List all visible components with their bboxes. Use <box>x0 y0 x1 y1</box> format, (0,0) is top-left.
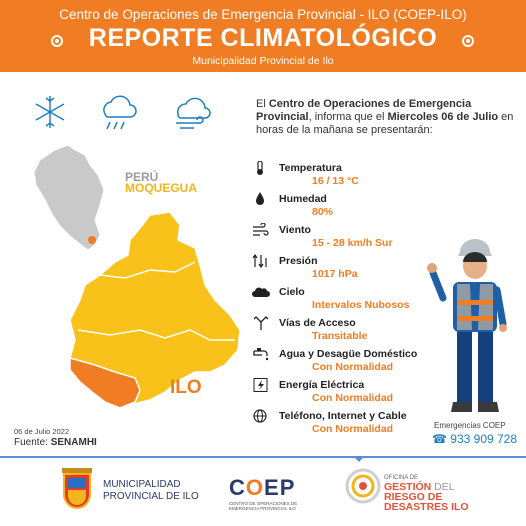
target-dot-icon <box>462 35 474 47</box>
rain-cloud-icon <box>103 95 137 130</box>
municipality-name: MUNICIPALIDAD PROVINCIAL DE ILO <box>103 479 199 503</box>
peru-map-shape <box>33 144 105 251</box>
emergency-phone[interactable]: ☎ 933 909 728 <box>432 432 517 446</box>
list-item: Temperatura 16 / 13 °C <box>252 160 452 190</box>
divider-pointer <box>353 456 365 462</box>
item-value: Con Normalidad <box>312 423 394 435</box>
intro-text-part: El <box>256 98 269 110</box>
source-label: Fuente: <box>14 437 51 448</box>
item-value: Con Normalidad <box>312 392 394 404</box>
office-word: DESASTRES ILO <box>384 501 469 513</box>
risk-management-logo-icon <box>345 468 381 504</box>
city-label: ILO <box>170 377 202 398</box>
list-item: Vías de Acceso Transitable <box>252 315 452 345</box>
intro-text: El Centro de Operaciones de Emergencia P… <box>256 98 516 137</box>
item-label: Humedad <box>279 193 327 205</box>
lightning-icon <box>253 378 268 392</box>
office-name: GESTIÓN DEL RIESGO DE DESASTRES ILO <box>384 481 469 513</box>
list-item: Humedad 80% <box>252 191 452 221</box>
region-label: MOQUEGUA <box>125 181 197 195</box>
item-label: Teléfono, Internet y Cable <box>279 410 407 422</box>
moquegua-region-shape <box>69 211 241 406</box>
phone-number: 933 909 728 <box>450 432 518 446</box>
faucet-icon <box>253 348 269 361</box>
municipality-line: MUNICIPALIDAD <box>103 479 181 490</box>
item-label: Viento <box>279 224 311 236</box>
intro-text-part: en horas de la mañana se presentarán: <box>256 111 514 136</box>
intro-date-bold: Miercoles 06 de Julio <box>387 111 499 123</box>
item-label: Temperatura <box>279 162 342 174</box>
item-value: 1017 hPa <box>312 268 358 280</box>
item-value: 15 - 28 km/h Sur <box>312 237 393 249</box>
list-item: Teléfono, Internet y Cable Con Normalida… <box>252 408 452 438</box>
thermometer-icon <box>257 161 263 175</box>
item-value: Intervalos Nubosos <box>312 299 410 311</box>
item-label: Vías de Acceso <box>279 317 356 329</box>
list-item: Viento 15 - 28 km/h Sur <box>252 222 452 252</box>
office-word: DEL <box>431 481 455 493</box>
office-label: OFICINA DE <box>384 475 419 481</box>
cloud-wind-icon <box>176 97 211 129</box>
phone-icon: ☎ <box>432 432 447 446</box>
coep-letter-o: O <box>245 475 265 500</box>
item-value: Transitable <box>312 330 368 342</box>
wind-icon <box>253 223 269 236</box>
cloud-icon <box>252 287 270 297</box>
footer-divider <box>0 456 526 462</box>
report-date: 06 de Julio 2022 <box>14 427 70 436</box>
intro-text-part: , informa que el <box>308 111 388 123</box>
municipality-line: PROVINCIAL DE ILO <box>103 491 199 502</box>
weather-icons-row <box>30 92 211 136</box>
office-word: RIESGO DE <box>384 491 443 503</box>
map-illustration <box>33 144 241 409</box>
coep-logo: COEP <box>229 475 295 501</box>
item-value: Con Normalidad <box>312 361 394 373</box>
report-source: Fuente: SENAMHI <box>14 437 97 448</box>
list-item: Agua y Desagüe Doméstico Con Normalidad <box>252 346 452 376</box>
item-value: 80% <box>312 206 334 218</box>
municipality-crest-icon <box>62 468 92 509</box>
emergency-label: Emergencias COEP <box>434 421 506 430</box>
header-org: Municipalidad Provincial de Ilo <box>192 55 334 67</box>
coep-letter: C <box>229 475 246 500</box>
globe-icon <box>253 409 267 423</box>
moquegua-location-marker <box>88 236 96 244</box>
item-label: Presión <box>279 255 318 267</box>
source-name: SENAMHI <box>50 437 97 448</box>
item-value: 16 / 13 °C <box>312 175 359 187</box>
pressure-icon <box>252 254 267 268</box>
list-item: Cielo Intervalos Nubosos <box>252 284 452 314</box>
list-item: Presión 1017 hPa <box>252 253 452 283</box>
item-label: Energía Eléctrica <box>279 379 365 391</box>
target-dot-icon <box>51 35 63 47</box>
item-label: Agua y Desagüe Doméstico <box>279 348 418 360</box>
page-title: REPORTE CLIMATOLÓGICO <box>88 24 438 52</box>
ilo-region-shape <box>69 357 141 409</box>
item-label: Cielo <box>279 286 305 298</box>
drop-icon <box>256 192 264 205</box>
country-label: PERÚ <box>125 170 159 184</box>
coep-subtitle: CENTRO DE OPERACIONES DE EMERGENCIA PROV… <box>229 501 298 511</box>
office-word: GESTIÓN <box>384 481 432 493</box>
header-subtitle: Centro de Operaciones de Emergencia Prov… <box>59 7 467 22</box>
coep-letters: EP <box>264 475 296 500</box>
intro-text-bold: Centro de Operaciones de Emergencia Prov… <box>256 98 472 123</box>
header-banner: Centro de Operaciones de Emergencia Prov… <box>0 0 526 72</box>
road-icon <box>253 316 269 330</box>
snowflake-sun-icon <box>35 96 65 128</box>
safety-worker-illustration <box>427 239 507 412</box>
list-item: Energía Eléctrica Con Normalidad <box>252 377 452 407</box>
